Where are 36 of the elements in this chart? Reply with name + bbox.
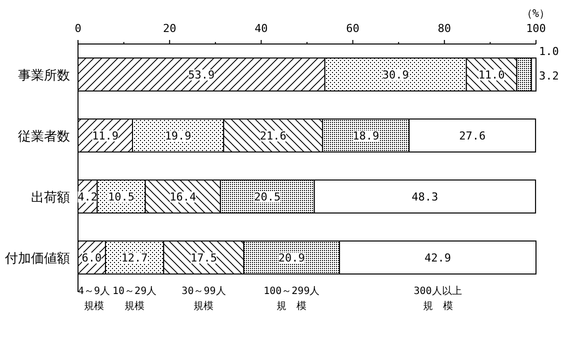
x-axis-title: （%） xyxy=(521,7,550,20)
x-tick-label: 80 xyxy=(438,22,452,35)
data-label: 48.3 xyxy=(412,190,438,204)
y-tick-label: 従業者数 xyxy=(18,130,70,144)
x-tick-label: 100 xyxy=(526,22,546,35)
data-label: 53.9 xyxy=(188,68,215,82)
data-label: 6.0 xyxy=(82,252,102,264)
data-label: 20.9 xyxy=(278,252,305,264)
data-label: 27.6 xyxy=(459,130,486,142)
series-label: 100～299人規 模 xyxy=(264,286,320,312)
x-tick-label: 0 xyxy=(74,22,82,35)
data-label: 42.9 xyxy=(424,252,452,264)
data-label: 16.4 xyxy=(170,190,196,204)
data-label: 20.5 xyxy=(254,190,281,204)
data-label: 19.9 xyxy=(164,130,192,142)
data-label: 4.2 xyxy=(78,190,98,204)
data-label: 18.9 xyxy=(352,130,380,142)
data-label: 21.6 xyxy=(260,130,286,142)
y-tick-label: 出荷額 xyxy=(31,190,70,206)
series-label: 4～9人規模 xyxy=(78,286,110,312)
data-label: 1.0 xyxy=(539,45,559,58)
data-label: 12.7 xyxy=(121,252,148,264)
x-tick-label: 40 xyxy=(254,22,268,35)
series-label: 300人以上規 模 xyxy=(414,285,462,312)
y-tick-label: 付加価値額 xyxy=(4,252,70,266)
data-label: 10.5 xyxy=(108,190,135,204)
data-label: 17.5 xyxy=(190,252,217,264)
x-tick-label: 60 xyxy=(346,22,360,35)
data-label: 11.9 xyxy=(92,130,118,142)
y-tick-label: 事業所数 xyxy=(18,68,70,84)
data-label: 30.9 xyxy=(382,68,409,82)
data-label: 11.0 xyxy=(478,68,505,82)
series-label: 10～29人規模 xyxy=(112,286,157,312)
data-label: 3.2 xyxy=(539,70,559,82)
series-label: 30～99人規模 xyxy=(182,286,226,312)
x-tick-label: 20 xyxy=(162,22,176,35)
